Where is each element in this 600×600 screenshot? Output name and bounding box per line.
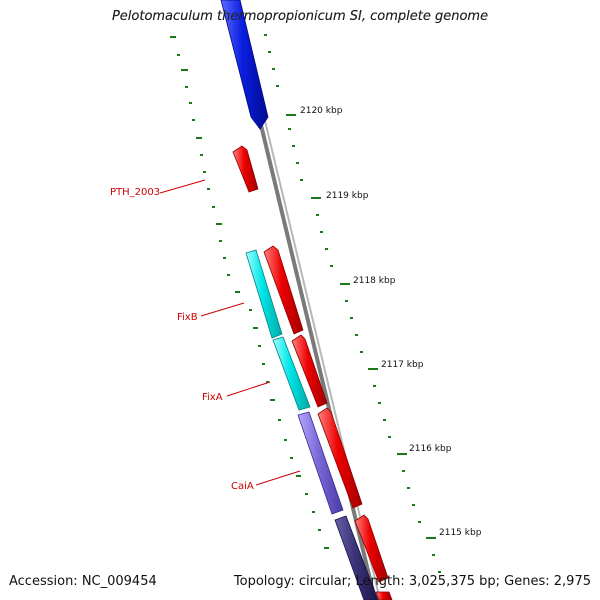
gene-caia[interactable] [297, 411, 344, 515]
gene-label-caia[interactable]: CaiA [231, 481, 254, 492]
gene-fixa[interactable] [272, 336, 311, 411]
map-title: Pelotomaculum thermopropionicum SI, comp… [111, 9, 489, 24]
label-leaders [159, 179, 301, 486]
gene-red-1[interactable] [263, 245, 304, 335]
gene-dark[interactable] [334, 515, 379, 600]
gene-red-4[interactable] [354, 514, 389, 583]
gene-label-pth2003[interactable]: PTH_2003 [110, 187, 160, 198]
topology-text: Topology: circular; Length: 3,025,375 bp… [233, 574, 591, 589]
gene-label-fixb[interactable]: FixB [177, 312, 198, 323]
gene-fixb[interactable] [245, 249, 283, 339]
tick-label-2116: 2116 kbp [409, 444, 452, 454]
gene-red-3[interactable] [317, 407, 363, 509]
tick-label-2115: 2115 kbp [439, 528, 482, 538]
gene-red-5[interactable] [375, 591, 393, 600]
gene-label-fixa[interactable]: FixA [202, 392, 223, 403]
tick-label-2118: 2118 kbp [353, 276, 396, 286]
gene-blue-forward[interactable] [220, 0, 269, 130]
gene-red-2[interactable] [291, 334, 328, 408]
tick-label-2119: 2119 kbp [326, 191, 369, 201]
tick-label-2120: 2120 kbp [300, 106, 343, 116]
outer-tick-ring [264, 34, 441, 573]
tick-label-2117: 2117 kbp [381, 360, 424, 370]
map-title-overlay: Pelotomaculum thermopropionicum SI, comp… [111, 9, 489, 24]
gene-red-pth2003-arrow[interactable] [232, 145, 259, 193]
accession-text: Accession: NC_009454 [9, 574, 157, 589]
